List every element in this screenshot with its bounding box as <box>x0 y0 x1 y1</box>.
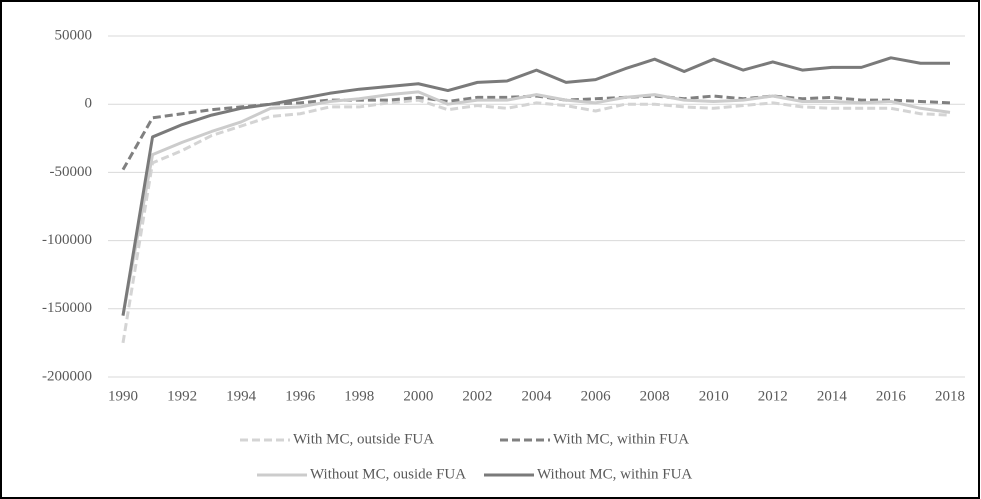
x-tick-label: 2008 <box>640 388 670 404</box>
y-tick-label: -150000 <box>42 300 92 316</box>
series-line <box>121 56 950 316</box>
y-tick-label: -100000 <box>42 232 92 248</box>
series-line <box>121 98 951 344</box>
x-tick-label: 2014 <box>817 388 848 404</box>
x-tick-label: 2002 <box>462 388 492 404</box>
legend-label: Without MC, ouside FUA <box>310 466 466 482</box>
x-tick-label: 1990 <box>108 388 138 404</box>
y-tick-label: -200000 <box>42 368 92 384</box>
x-tick-label: 1992 <box>167 388 197 404</box>
series-line <box>121 90 951 316</box>
x-tick-label: 1998 <box>344 388 374 404</box>
y-tick-label: -50000 <box>50 164 93 180</box>
legend-label: With MC, outside FUA <box>293 431 434 447</box>
y-tick-label: 0 <box>85 96 93 112</box>
y-tick-label: 50000 <box>55 27 93 43</box>
legend-label: Without MC, within FUA <box>537 466 692 482</box>
x-tick-label: 1994 <box>226 388 257 404</box>
x-tick-label: 2012 <box>758 388 788 404</box>
x-tick-label: 2010 <box>699 388 729 404</box>
x-tick-label: 2006 <box>581 388 612 404</box>
x-tick-label: 2016 <box>876 388 907 404</box>
x-tick-label: 2018 <box>935 388 965 404</box>
x-tick-label: 2000 <box>403 388 433 404</box>
x-tick-label: 1996 <box>285 388 316 404</box>
x-tick-label: 2004 <box>522 388 553 404</box>
legend-label: With MC, within FUA <box>553 431 689 447</box>
